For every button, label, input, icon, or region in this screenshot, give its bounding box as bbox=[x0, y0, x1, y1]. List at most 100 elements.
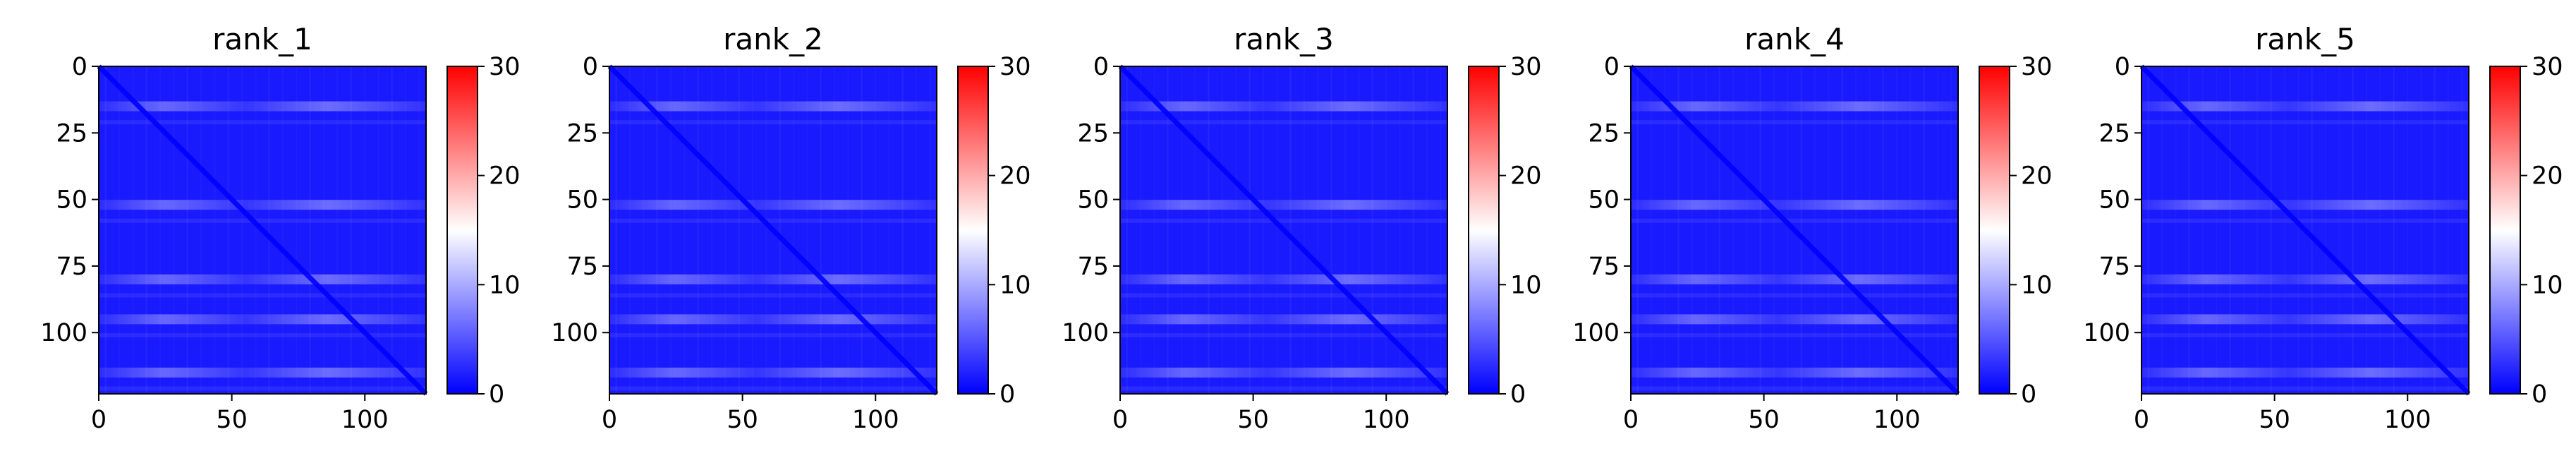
heatmap-band bbox=[99, 218, 426, 223]
heatmap-band bbox=[99, 120, 426, 125]
heatmap-texture-column bbox=[173, 66, 174, 394]
y-tick-label: 75 bbox=[566, 253, 598, 281]
heatmap-texture-column bbox=[145, 66, 147, 394]
heatmap-texture-column bbox=[132, 66, 133, 394]
heatmap-texture-column bbox=[2448, 66, 2449, 394]
heatmap-texture-column bbox=[391, 66, 393, 394]
heatmap-texture-column bbox=[405, 66, 406, 394]
y-tick-label: 75 bbox=[1588, 253, 1620, 281]
heatmap-band bbox=[609, 274, 937, 284]
heatmap-texture-column bbox=[2175, 66, 2176, 394]
y-tick-label: 75 bbox=[56, 253, 87, 281]
heatmap-texture-column bbox=[1263, 66, 1264, 394]
y-tick-label: 25 bbox=[56, 119, 87, 148]
heatmap-texture-column bbox=[2270, 66, 2272, 394]
heatmap-texture-column bbox=[1677, 66, 1679, 394]
y-tick-label: 100 bbox=[551, 319, 598, 347]
chart-panel-2: rank_2 0 50 100 0 25 50 75 100 0 10 20 30 bbox=[551, 22, 1031, 434]
heatmap-texture-column bbox=[1705, 66, 1706, 394]
x-tick-label: 50 bbox=[216, 406, 248, 434]
heatmap-band bbox=[99, 367, 426, 378]
heatmap-band bbox=[2141, 218, 2469, 223]
heatmap-band bbox=[99, 274, 426, 284]
heatmap-band bbox=[609, 333, 937, 338]
y-tick-label: 100 bbox=[1062, 319, 1109, 347]
heatmap-texture-column bbox=[2393, 66, 2395, 394]
heatmap-texture-column bbox=[1371, 66, 1373, 394]
heatmap-texture-column bbox=[364, 66, 365, 394]
heatmap-band bbox=[2141, 200, 2469, 210]
heatmap-band bbox=[2141, 293, 2469, 298]
heatmap-texture-column bbox=[806, 66, 808, 394]
chart-title: rank_5 bbox=[2255, 22, 2355, 56]
heatmap-texture-column bbox=[2311, 66, 2313, 394]
heatmap-texture-column bbox=[916, 66, 917, 394]
heatmap-texture-column bbox=[834, 66, 835, 394]
heatmap-band bbox=[1631, 367, 1958, 378]
x-tick-label: 100 bbox=[852, 406, 899, 434]
heatmap-texture-column bbox=[2202, 66, 2204, 394]
heatmap-texture-column bbox=[1718, 66, 1720, 394]
colorbar-tick-label: 10 bbox=[2021, 271, 2053, 299]
heatmap-texture-column bbox=[1317, 66, 1318, 394]
heatmap-texture-column bbox=[2297, 66, 2299, 394]
heatmap-frame bbox=[2141, 66, 2469, 395]
heatmap-texture-column bbox=[2256, 66, 2258, 394]
heatmap-band bbox=[1120, 200, 1447, 210]
heatmap-texture-column bbox=[670, 66, 672, 394]
heatmap-texture-column bbox=[1937, 66, 1938, 394]
heatmap-band bbox=[609, 367, 937, 378]
heatmap-texture-column bbox=[697, 66, 699, 394]
heatmap-band bbox=[1120, 367, 1447, 378]
x-tick-label: 100 bbox=[2384, 406, 2431, 434]
heatmap-band bbox=[609, 386, 937, 391]
x-tick-label: 50 bbox=[2259, 406, 2290, 434]
heatmap-band bbox=[99, 314, 426, 325]
heatmap-band bbox=[2141, 314, 2469, 325]
heatmap-texture-column bbox=[2434, 66, 2436, 394]
x-tick-label: 50 bbox=[1237, 406, 1269, 434]
heatmap-texture-column bbox=[1289, 66, 1292, 394]
colorbar-tick-label: 30 bbox=[1510, 53, 1542, 81]
heatmap-texture-column bbox=[1636, 66, 1639, 394]
colorbar-frame bbox=[2489, 66, 2521, 395]
heatmap-band bbox=[1120, 293, 1447, 298]
heatmap-texture-column bbox=[418, 66, 420, 394]
heatmap-texture-column bbox=[875, 66, 876, 394]
heatmap-texture-column bbox=[929, 66, 930, 394]
heatmap-texture-column bbox=[779, 66, 781, 394]
chart-title: rank_4 bbox=[1744, 22, 1845, 56]
heatmap-texture-column bbox=[861, 66, 863, 394]
heatmap-texture-column bbox=[1841, 66, 1843, 394]
heatmap-band bbox=[1631, 200, 1958, 210]
heatmap-band bbox=[1631, 386, 1958, 391]
heatmap-band bbox=[2141, 101, 2469, 112]
colorbar-tick-label: 20 bbox=[2021, 162, 2053, 191]
y-tick-label: 50 bbox=[56, 186, 87, 215]
colorbar-tick-label: 10 bbox=[1000, 271, 1031, 299]
heatmap-texture-column bbox=[214, 66, 215, 394]
heatmap-diagonal bbox=[2139, 64, 2471, 396]
heatmap-band bbox=[1120, 386, 1447, 391]
heatmap-texture-column bbox=[104, 66, 107, 394]
colorbar-tick-label: 30 bbox=[1000, 53, 1031, 81]
heatmap-texture-column bbox=[2325, 66, 2326, 394]
x-tick-label: 100 bbox=[1873, 406, 1921, 434]
heatmap-texture-column bbox=[119, 66, 120, 394]
heatmap-texture-column bbox=[1828, 66, 1829, 394]
heatmap-texture-column bbox=[336, 66, 338, 394]
y-tick-label: 25 bbox=[1588, 119, 1620, 148]
heatmap-band bbox=[1120, 274, 1447, 284]
x-tick-label: 0 bbox=[2134, 406, 2149, 434]
heatmap-texture-column bbox=[793, 66, 794, 394]
x-tick-label: 0 bbox=[1623, 406, 1639, 434]
colorbar-tick-label: 30 bbox=[2021, 53, 2053, 81]
heatmap-texture-column bbox=[629, 66, 631, 394]
heatmap-texture-column bbox=[1344, 66, 1346, 394]
colorbar-tick-label: 20 bbox=[2532, 162, 2563, 191]
heatmap-texture-column bbox=[1126, 66, 1128, 394]
colorbar-frame bbox=[1979, 66, 2010, 395]
y-tick-label: 50 bbox=[2098, 186, 2130, 215]
